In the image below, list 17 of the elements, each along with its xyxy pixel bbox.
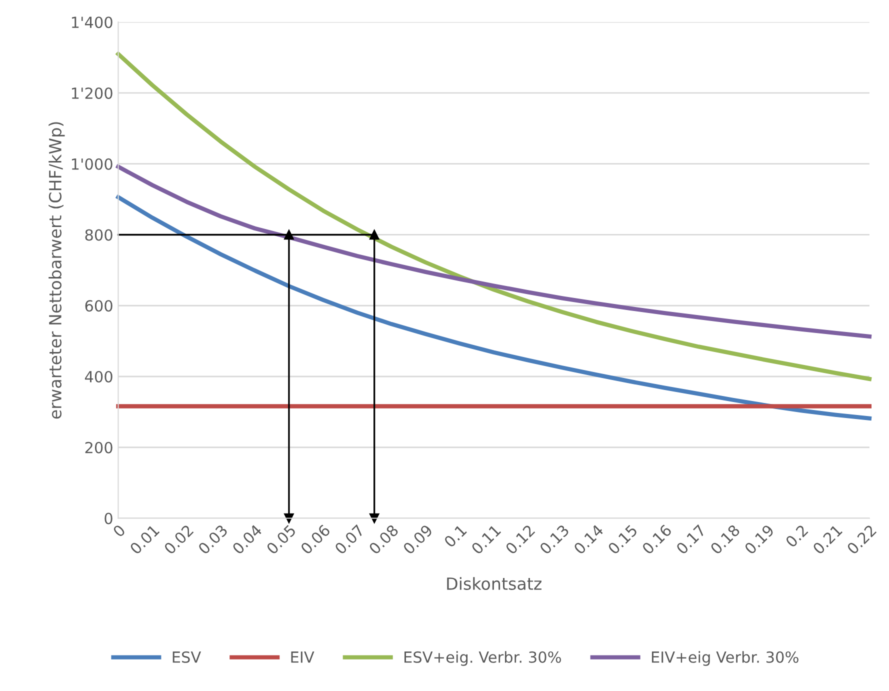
legend-label: EIV <box>291 652 314 663</box>
x-tick-label: 0 <box>112 524 126 538</box>
x-axis-title: Diskontsatz <box>447 577 542 590</box>
y-axis-title: erwarteter Nettobarwert (CHF/kWp) <box>48 122 65 419</box>
y-tick-label: 0 <box>104 512 112 524</box>
legend-label: ESV+eig. Verbr. 30% <box>404 651 561 666</box>
y-tick-label: 600 <box>85 300 112 312</box>
x-tick-label: 0.1 <box>443 524 468 548</box>
x-tick-label: 0.2 <box>784 524 808 548</box>
y-tick-label: 1'200 <box>72 87 112 100</box>
y-tick-label: 1'000 <box>72 158 112 170</box>
y-tick-label: 800 <box>85 229 112 241</box>
y-tick-label: 400 <box>84 370 112 383</box>
legend-label: ESV <box>172 651 202 663</box>
legend-label: EIV+eig Verbr. 30% <box>652 651 798 666</box>
y-tick-label: 200 <box>85 442 112 454</box>
y-tick-label: 1'400 <box>72 16 112 28</box>
